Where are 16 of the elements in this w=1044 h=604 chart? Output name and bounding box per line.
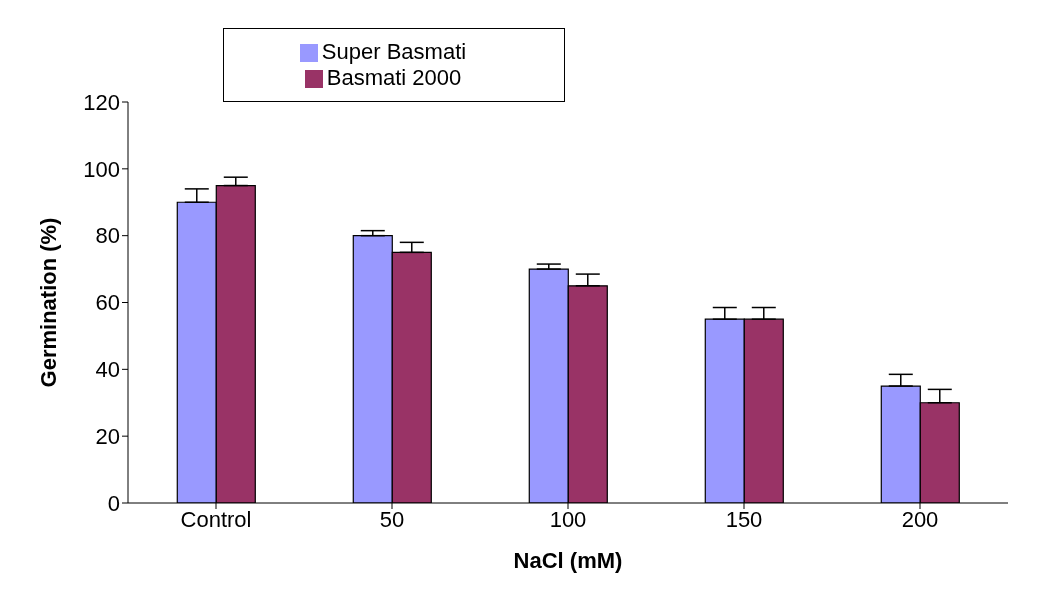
legend-label: Super Basmati [321, 39, 467, 64]
x-tick-label: 50 [379, 506, 405, 532]
x-tick-label: 200 [901, 506, 939, 532]
x-tick-label: 100 [549, 506, 587, 532]
y-tick-label: 20 [95, 423, 120, 449]
x-axis-title: NaCl (mM) [513, 548, 623, 573]
y-tick-label: 100 [83, 156, 120, 182]
y-tick-label: 0 [107, 490, 120, 516]
y-tick-label: 60 [95, 290, 120, 316]
y-tick-label: 40 [95, 357, 120, 383]
x-tick-label: 150 [725, 506, 763, 532]
x-tick-label: Control [180, 506, 252, 532]
y-tick-label: 120 [83, 89, 120, 115]
y-tick-label: 80 [95, 223, 120, 249]
legend-label: Basmati 2000 [326, 65, 462, 90]
y-axis-title: Germination (%) [35, 217, 61, 388]
